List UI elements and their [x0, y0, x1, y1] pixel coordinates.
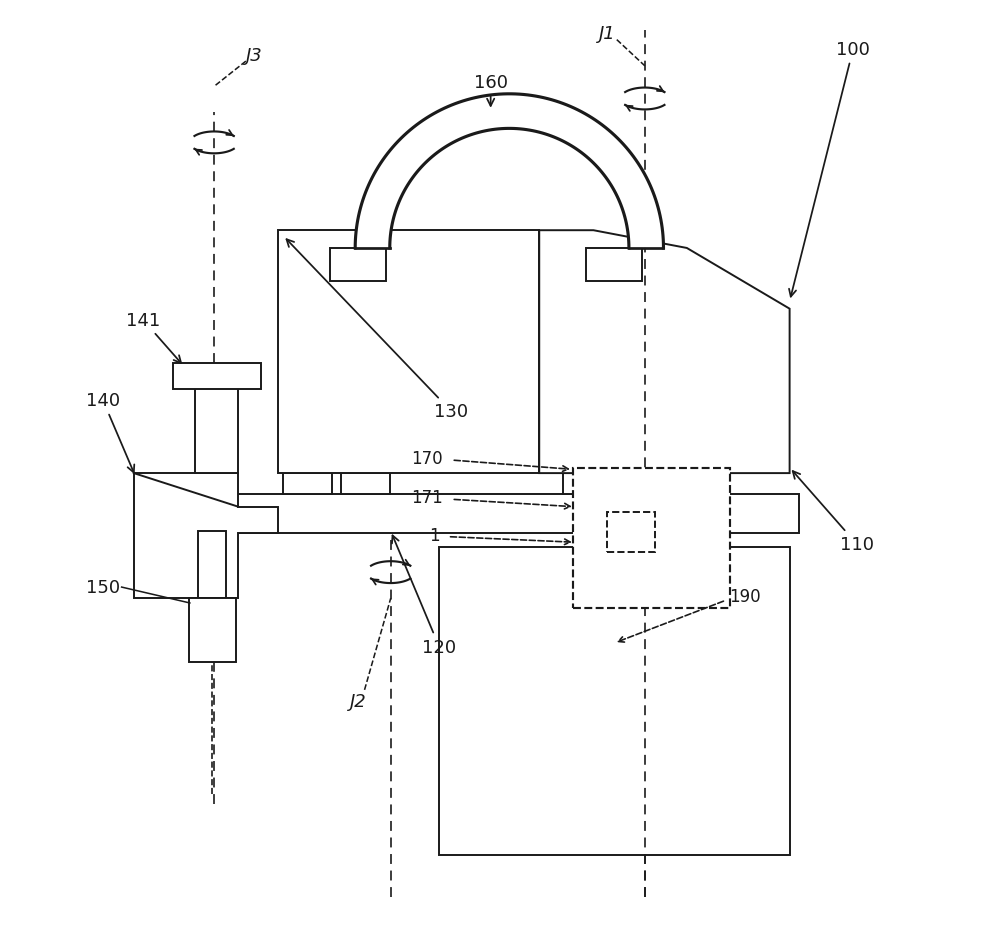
- Bar: [586, 249, 642, 282]
- Text: 160: 160: [474, 74, 508, 107]
- Text: 190: 190: [729, 588, 761, 606]
- Polygon shape: [539, 231, 790, 474]
- Bar: [278, 231, 539, 474]
- Bar: [439, 548, 790, 856]
- Text: J2: J2: [350, 693, 366, 710]
- Text: 1: 1: [429, 526, 440, 544]
- Bar: [612, 494, 651, 534]
- Bar: [182, 494, 799, 534]
- Text: 100: 100: [789, 41, 870, 298]
- Text: J1: J1: [599, 25, 616, 43]
- Bar: [189, 599, 236, 662]
- Bar: [573, 468, 730, 608]
- Text: 171: 171: [411, 489, 443, 507]
- Bar: [173, 363, 261, 389]
- Text: J3: J3: [246, 47, 263, 65]
- Bar: [563, 474, 598, 494]
- Bar: [341, 474, 390, 494]
- Bar: [607, 513, 655, 552]
- Polygon shape: [134, 474, 278, 599]
- Bar: [195, 388, 238, 474]
- Text: 170: 170: [411, 449, 443, 468]
- Text: 150: 150: [86, 578, 120, 596]
- Text: 140: 140: [86, 392, 134, 473]
- Bar: [198, 532, 226, 599]
- Polygon shape: [355, 95, 663, 249]
- Bar: [283, 474, 332, 494]
- Text: 110: 110: [793, 472, 874, 553]
- Text: 120: 120: [392, 535, 456, 656]
- Bar: [330, 249, 386, 282]
- Text: 141: 141: [126, 312, 181, 364]
- Text: 130: 130: [287, 240, 468, 421]
